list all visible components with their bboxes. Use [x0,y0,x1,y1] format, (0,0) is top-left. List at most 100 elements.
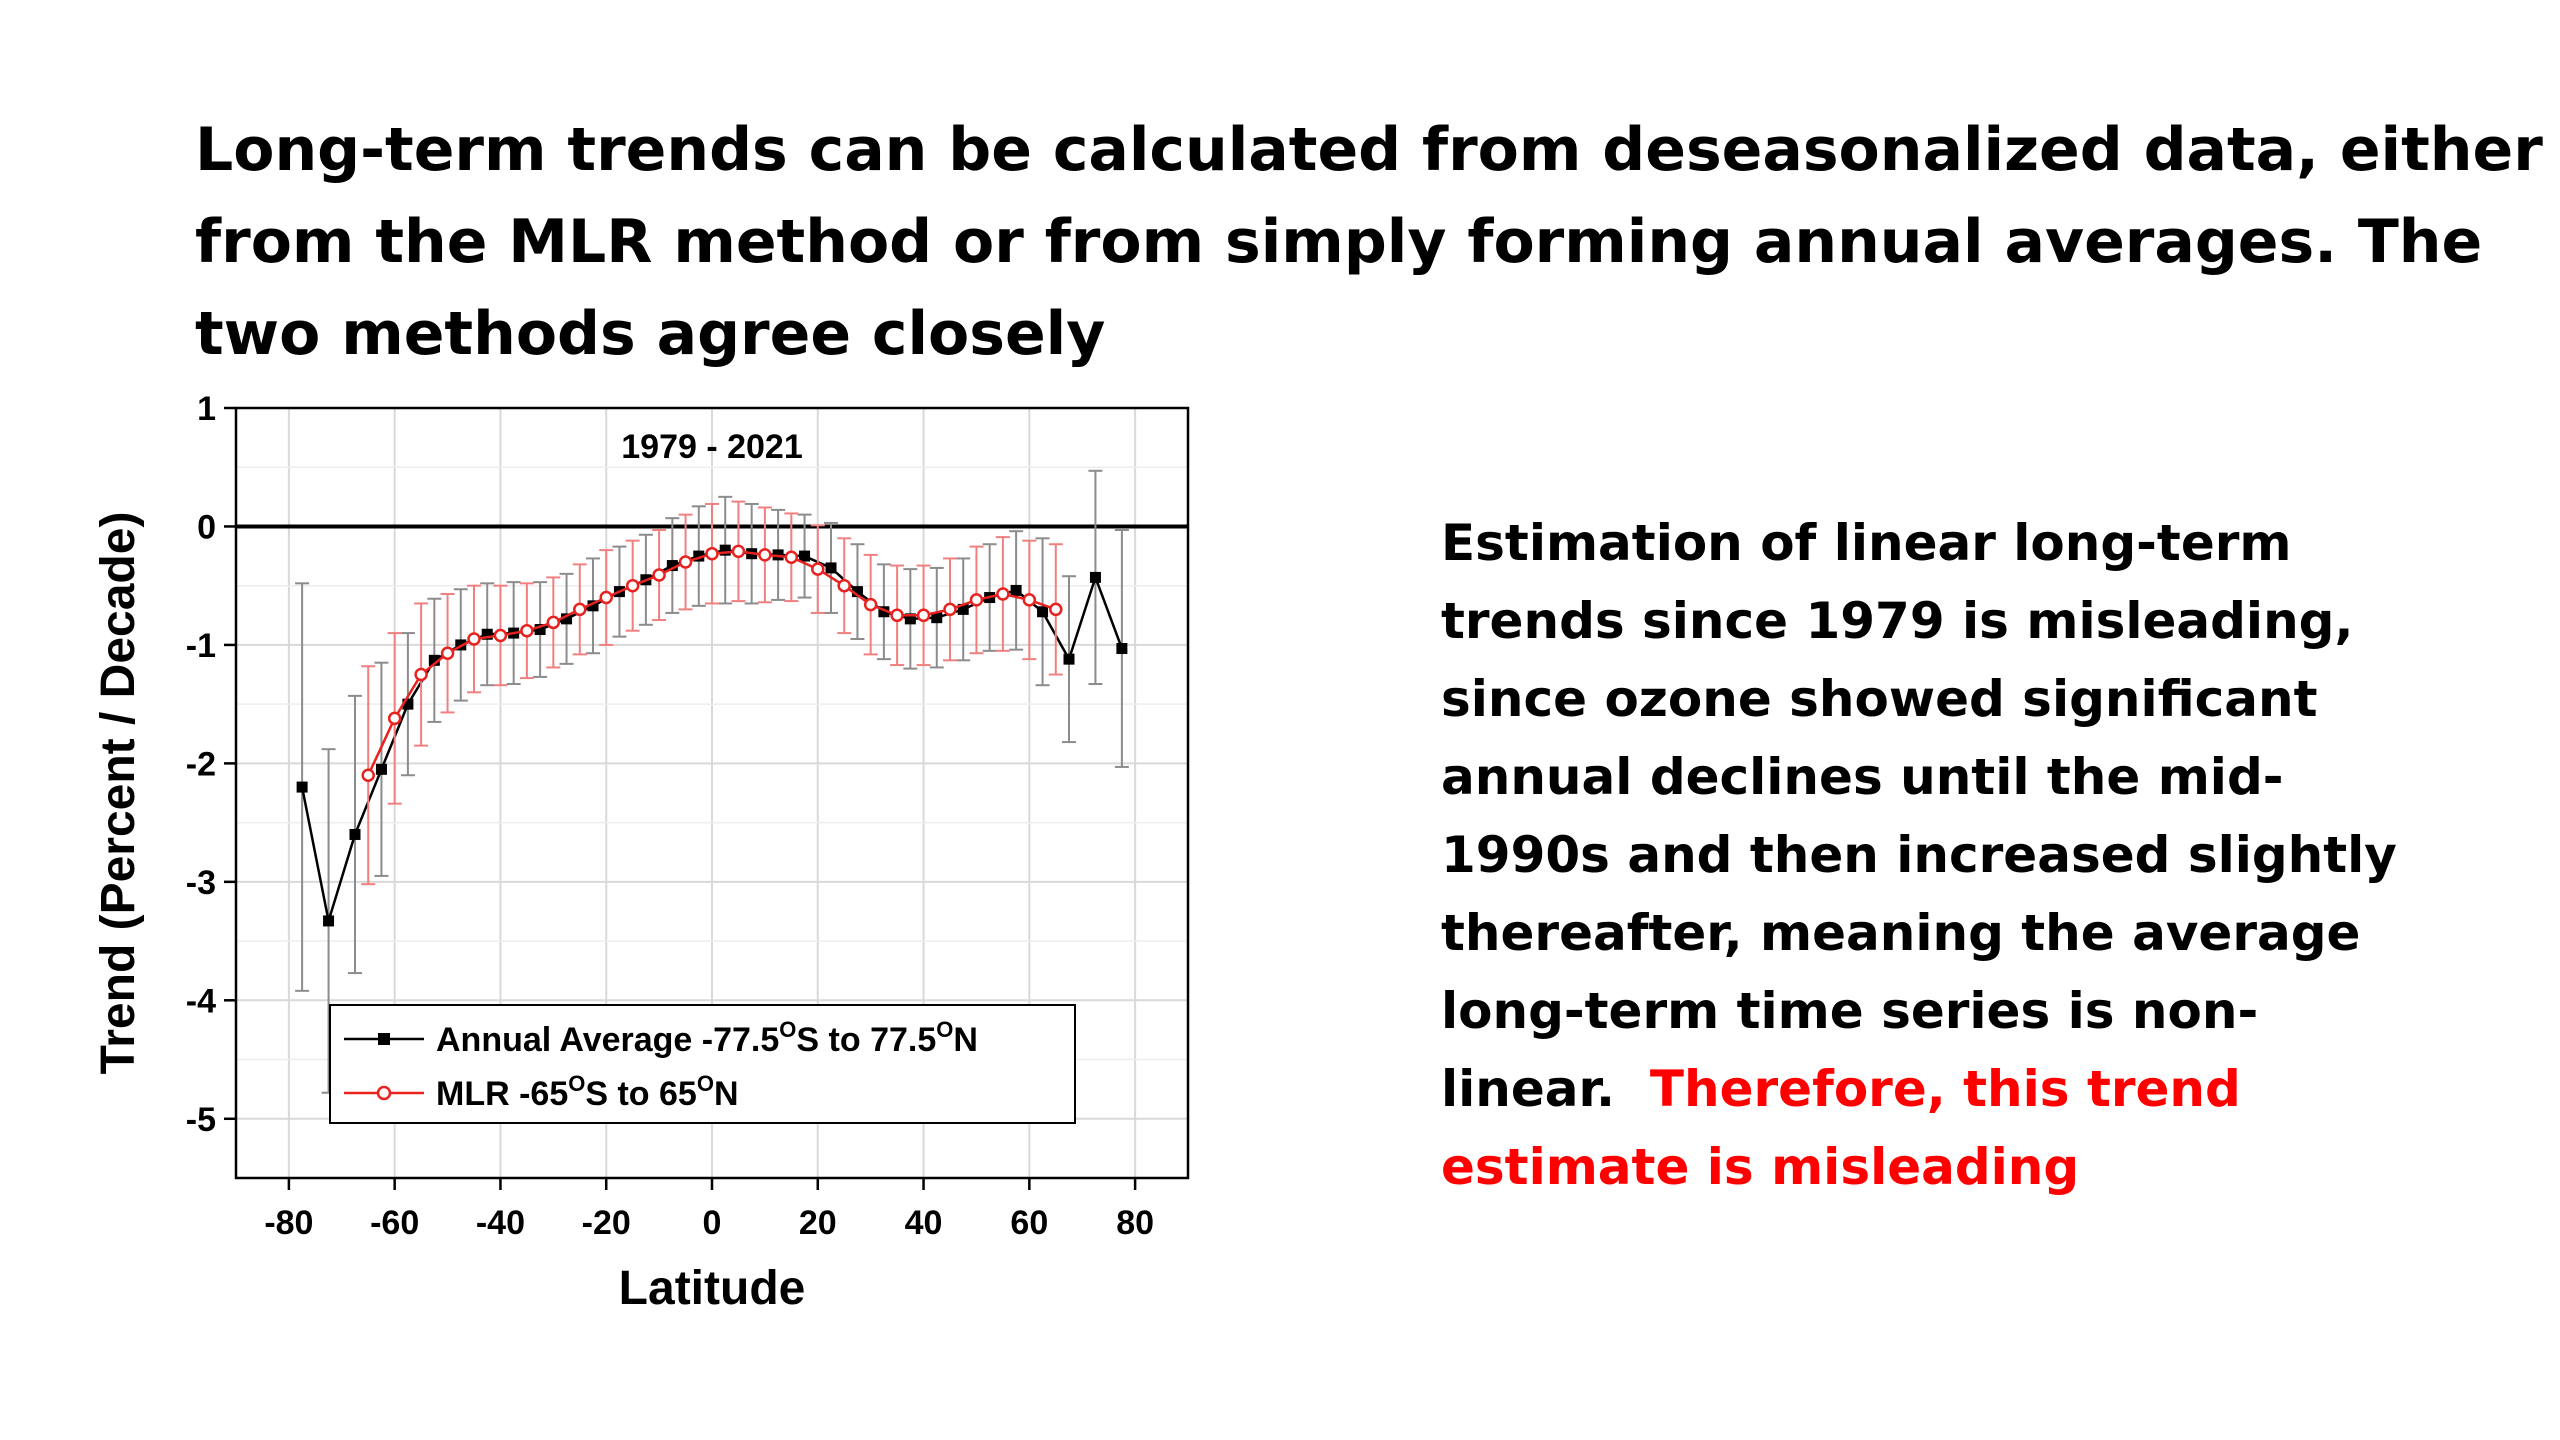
legend-label: Annual Average -77.5OS to 77.5ON [436,1017,978,1059]
data-point [799,550,811,562]
side-text-line-1: Estimation of linear long-term [1441,514,2292,572]
x-tick-label: -80 [264,1204,313,1242]
data-point [652,568,666,582]
y-tick-label: -4 [186,982,216,1020]
legend-superscript: O [697,1071,714,1096]
side-text-black-end: linear. [1441,1060,1616,1118]
legend-box [329,1004,1076,1124]
x-axis-title: Latitude [619,1262,806,1315]
legend-text-part: S to 65 [585,1075,696,1113]
data-point [666,560,678,572]
y-axis-title: Trend (Percent / Decade) [92,512,145,1075]
data-point [296,781,308,793]
data-point [890,608,904,623]
data-point [878,606,890,618]
data-point [587,600,599,612]
side-text-line-5: 1990s and then increased slightly [1441,826,2397,884]
x-tick-label: 0 [703,1204,722,1242]
data-point [323,915,335,927]
side-text-line-3: since ozone showed significant [1441,670,2318,728]
data-point [375,763,387,775]
data-point [625,578,640,593]
data-point [481,628,493,640]
legend-text-part: S to 77.5 [796,1021,936,1059]
y-tick-label: -2 [186,745,216,783]
data-point [784,550,799,565]
data-point [428,654,440,666]
legend-text-part: N [714,1075,739,1113]
data-point [361,768,375,782]
data-point [931,612,943,624]
data-point [719,544,731,556]
legend-label: MLR -65OS to 65ON [436,1071,739,1113]
data-point [996,587,1010,601]
legend-superscript: O [568,1071,585,1096]
side-text-conclusion-2: estimate is misleading [1441,1138,2080,1196]
x-tick-label: -60 [370,1204,419,1242]
data-point [1037,606,1049,618]
x-tick-label: 80 [1116,1204,1154,1242]
side-text-conclusion-1: Therefore, this trend [1649,1060,2241,1118]
x-tick-label: 20 [799,1204,837,1242]
data-point [349,828,361,840]
y-tick-label: 1 [197,390,216,428]
data-point [837,578,851,593]
data-point [705,546,719,561]
data-point [1049,602,1063,617]
data-point [599,590,613,605]
legend-marker [376,1085,392,1101]
x-tick-label: 40 [905,1204,943,1242]
period-annotation: 1979 - 2021 [621,428,803,466]
data-point [1089,571,1101,583]
x-tick-label: -40 [476,1204,525,1242]
slide-title: Long-term trends can be calculated from … [195,104,2543,380]
data-point [1022,593,1037,607]
side-text-block: Estimation of linear long-term trends si… [1441,504,2441,1206]
side-text-line-4: annual declines until the mid- [1441,748,2284,806]
legend-text-part: Annual Average -77.5 [436,1021,779,1059]
data-point [943,602,957,617]
title-line-3: two methods agree closely [195,299,1106,369]
y-tick-label: -5 [186,1101,216,1139]
data-point [1010,584,1022,596]
data-point [811,562,825,576]
data-point [863,597,878,612]
y-tick-label: -3 [186,864,216,902]
data-point [402,698,414,710]
data-point [969,593,984,607]
data-point [957,603,969,615]
series-mlr [361,500,1063,886]
data-point [693,550,705,562]
data-point [678,555,693,569]
data-point [520,623,534,638]
title-line-1: Long-term trends can be calculated from … [195,115,2543,185]
legend-marker [378,1033,390,1045]
y-tick-label: -1 [186,627,216,665]
data-point [904,613,916,625]
legend-text-part: N [953,1021,978,1059]
data-point [493,628,508,643]
data-point [387,711,402,726]
x-tick-label: 60 [1010,1204,1048,1242]
side-text-line-7: long-term time series is non- [1441,982,2259,1040]
legend-superscript: O [936,1017,953,1042]
legend-text-part: MLR -65 [436,1075,568,1113]
data-point [851,586,863,598]
data-point [546,615,561,630]
data-point [414,667,428,682]
data-point [534,624,546,636]
data-point [440,646,455,660]
data-point [731,544,746,559]
y-tick-label: 0 [197,508,216,546]
title-line-2: from the MLR method or from simply formi… [195,207,2483,277]
side-text-line-8: linear. Therefore, this trend [1441,1050,2441,1128]
side-text-line-2: trends since 1979 is misleading, [1441,592,2354,650]
data-point [758,548,772,562]
data-point [573,602,587,617]
x-tick-label: -20 [582,1204,631,1242]
data-point [561,613,573,625]
data-point [467,632,481,646]
